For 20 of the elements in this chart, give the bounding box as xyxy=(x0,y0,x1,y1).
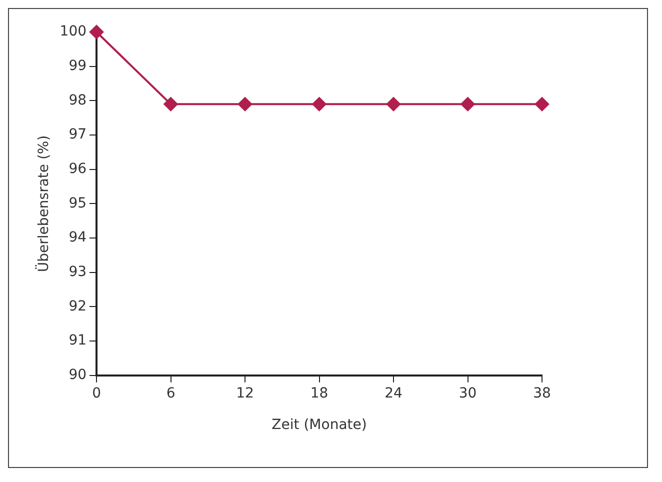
x-tick-label: 0 xyxy=(92,385,101,402)
x-tick-label: 12 xyxy=(236,385,254,402)
y-tick-label: 96 xyxy=(68,161,87,177)
y-tick-label: 97 xyxy=(68,126,87,143)
y-axis-title: Überlebensrate (%) xyxy=(35,135,52,272)
y-tick-label: 94 xyxy=(68,230,87,246)
y-tick-label: 95 xyxy=(68,195,87,212)
y-tick-label: 93 xyxy=(68,264,87,280)
y-tick-label: 99 xyxy=(68,58,87,74)
y-tick-label: 98 xyxy=(68,92,87,108)
x-axis-title: Zeit (Monate) xyxy=(272,417,367,434)
x-tick-label: 18 xyxy=(310,385,328,402)
x-tick-label: 24 xyxy=(384,385,402,402)
y-tick-label: 100 xyxy=(60,24,87,40)
x-tick-label: 38 xyxy=(533,385,551,402)
x-tick-label: 6 xyxy=(166,385,176,402)
y-tick-label: 91 xyxy=(68,332,87,349)
y-tick-label: 92 xyxy=(68,298,87,314)
x-tick-label: 30 xyxy=(458,385,477,402)
y-tick-label: 90 xyxy=(68,367,87,384)
